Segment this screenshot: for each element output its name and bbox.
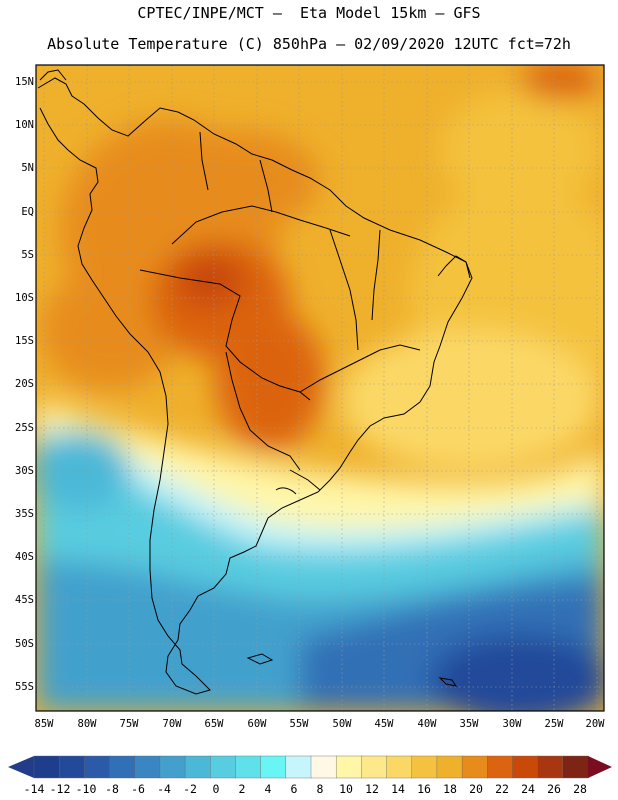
- lon-label: 20W: [585, 718, 605, 730]
- lat-label: 55S: [15, 681, 34, 693]
- lat-label: EQ: [21, 206, 34, 218]
- colorbar-under-arrow: [8, 756, 34, 778]
- colorbar-cell: [512, 755, 539, 779]
- colorbar-label: 28: [573, 782, 587, 796]
- colorbar-cell: [159, 755, 186, 779]
- lon-label: 55W: [289, 718, 309, 730]
- colorbar-cell: [33, 755, 60, 779]
- map-subtitle: Absolute Temperature (C) 850hPa – 02/09/…: [47, 35, 571, 53]
- colorbar-label: -6: [131, 782, 145, 796]
- colorbar-label: 10: [339, 782, 353, 796]
- colorbar-label: -10: [75, 782, 97, 796]
- colorbar-cell: [461, 755, 488, 779]
- lat-label: 30S: [15, 465, 34, 477]
- colorbar-label: -12: [49, 782, 71, 796]
- lat-label: 5N: [21, 162, 34, 174]
- lat-label: 5S: [21, 249, 34, 261]
- lat-label: 45S: [15, 594, 34, 606]
- colorbar-cell: [184, 755, 211, 779]
- colorbar-cell: [562, 755, 589, 779]
- lat-label: 35S: [15, 508, 34, 520]
- colorbar-over-arrow: [588, 756, 612, 778]
- colorbar-label: 0: [212, 782, 220, 796]
- lon-label: 85W: [34, 718, 54, 730]
- lat-label: 50S: [15, 638, 34, 650]
- colorbar-label: 14: [391, 782, 405, 796]
- lon-label: 50W: [332, 718, 352, 730]
- lon-label: 80W: [77, 718, 97, 730]
- lat-label: 15S: [15, 335, 34, 347]
- lat-label: 10N: [15, 119, 34, 131]
- colorbar-label: -14: [23, 782, 45, 796]
- map-title: CPTEC/INPE/MCT – Eta Model 15km – GFS: [137, 4, 481, 22]
- colorbar-label: 8: [316, 782, 324, 796]
- lon-label: 45W: [374, 718, 394, 730]
- colorbar-label: 2: [238, 782, 246, 796]
- colorbar-cell: [537, 755, 564, 779]
- lon-label: 35W: [459, 718, 479, 730]
- colorbar-cell: [386, 755, 413, 779]
- lon-label: 60W: [247, 718, 267, 730]
- lon-label: 40W: [417, 718, 437, 730]
- colorbar-label: 18: [443, 782, 457, 796]
- lat-label: 40S: [15, 551, 34, 563]
- lat-label: 10S: [15, 292, 34, 304]
- colorbar-cell: [260, 755, 287, 779]
- colorbar-cell: [285, 755, 312, 779]
- lat-label: 20S: [15, 378, 34, 390]
- colorbar-label: 6: [290, 782, 298, 796]
- colorbar-cell: [335, 755, 363, 779]
- colorbar-label: -2: [183, 782, 197, 796]
- colorbar-cell: [84, 755, 111, 779]
- lat-label: 25S: [15, 422, 34, 434]
- colorbar-label: 26: [547, 782, 561, 796]
- colorbar-label: 20: [469, 782, 483, 796]
- colorbar-cell: [436, 755, 463, 779]
- colorbar: [8, 755, 612, 779]
- colorbar-label: 12: [365, 782, 379, 796]
- colorbar-cell: [134, 755, 161, 779]
- colorbar-cell: [411, 755, 438, 779]
- colorbar-label: 16: [417, 782, 431, 796]
- lon-label: 25W: [544, 718, 564, 730]
- lon-label: 65W: [204, 718, 224, 730]
- lon-label: 30W: [502, 718, 522, 730]
- temperature-field: [36, 65, 604, 711]
- colorbar-cell: [235, 755, 262, 779]
- lon-label: 70W: [162, 718, 182, 730]
- lat-label: 15N: [15, 76, 34, 88]
- colorbar-cell: [58, 755, 86, 779]
- graticule: [36, 65, 604, 711]
- colorbar-label: 22: [495, 782, 509, 796]
- colorbar-cell: [310, 755, 337, 779]
- coastline: [37, 69, 473, 695]
- colorbar-label: -8: [105, 782, 119, 796]
- colorbar-cell: [361, 755, 388, 779]
- colorbar-label: 24: [521, 782, 535, 796]
- colorbar-label: 4: [264, 782, 272, 796]
- colorbar-cell: [210, 755, 237, 779]
- lon-label: 75W: [119, 718, 139, 730]
- map-frame: [35, 64, 605, 712]
- colorbar-cell: [109, 755, 136, 779]
- colorbar-label: -4: [157, 782, 171, 796]
- colorbar-cell: [487, 755, 514, 779]
